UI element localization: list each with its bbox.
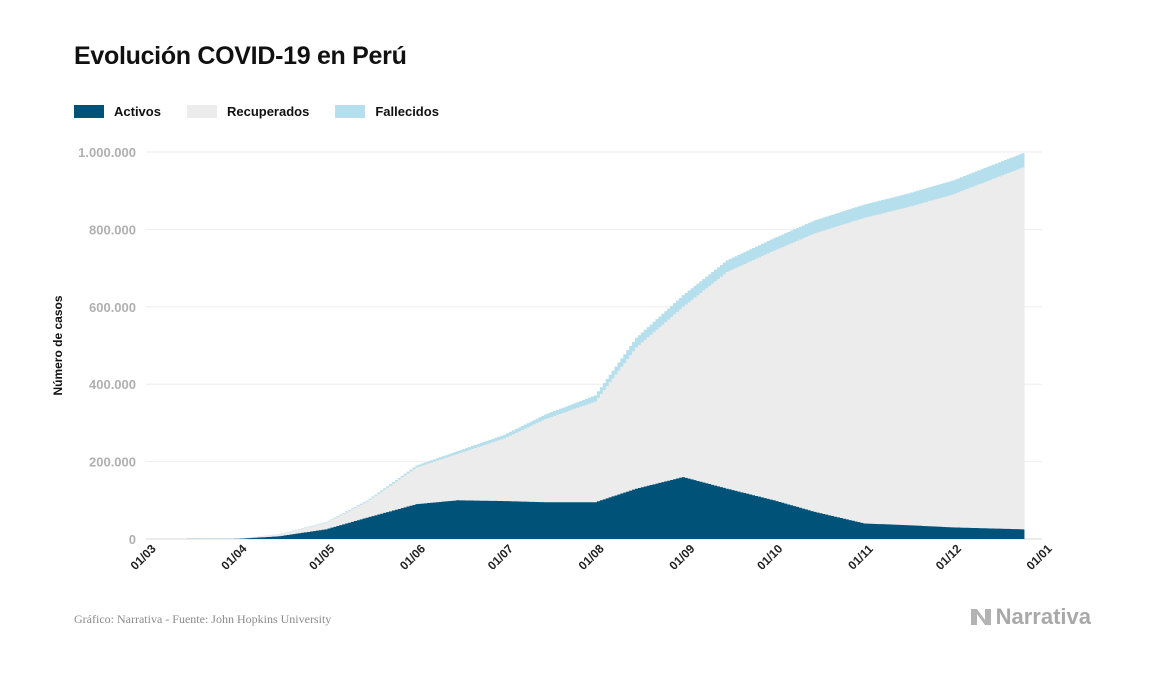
x-tick-label: 01/06 bbox=[397, 541, 428, 572]
y-tick-label: 200.000 bbox=[89, 455, 136, 470]
legend-label-fallecidos: Fallecidos bbox=[375, 104, 439, 119]
area-activos bbox=[160, 477, 1025, 539]
legend-item-recuperados: Recuperados bbox=[186, 104, 310, 119]
x-tick-label: 01/08 bbox=[576, 541, 607, 572]
brand-logo: Narrativa bbox=[970, 604, 1091, 630]
legend-swatch-recuperados bbox=[186, 105, 217, 118]
narrativa-logo-icon bbox=[970, 609, 991, 625]
y-axis-title: Número de casos bbox=[51, 295, 65, 395]
x-tick-label: 01/01 bbox=[1024, 541, 1055, 572]
stacked-areas bbox=[160, 153, 1025, 540]
area-recuperados bbox=[160, 167, 1025, 540]
x-tick-label: 01/07 bbox=[485, 541, 516, 572]
legend-item-fallecidos: Fallecidos bbox=[335, 104, 439, 119]
x-tick-label: 01/05 bbox=[306, 541, 337, 572]
x-tick-label: 01/10 bbox=[754, 541, 785, 572]
brand-name: Narrativa bbox=[995, 604, 1091, 629]
x-tick-label: 01/12 bbox=[933, 541, 964, 572]
legend-swatch-activos bbox=[74, 105, 104, 118]
y-tick-label: 800.000 bbox=[89, 222, 136, 237]
y-tick-label: 400.000 bbox=[89, 377, 136, 392]
chart-legend: Activos Recuperados Fallecidos bbox=[74, 104, 465, 119]
y-tick-label: 0 bbox=[129, 532, 136, 547]
x-tick-label: 01/09 bbox=[666, 541, 697, 572]
legend-swatch-fallecidos bbox=[335, 105, 366, 118]
y-tick-label: 1.000.000 bbox=[78, 145, 136, 160]
chart-title: Evolución COVID-19 en Perú bbox=[74, 42, 407, 70]
legend-label-recuperados: Recuperados bbox=[226, 104, 310, 119]
x-tick-label: 01/04 bbox=[218, 541, 249, 572]
x-tick-label: 01/11 bbox=[845, 542, 876, 573]
source-note: Gráfico: Narrativa - Fuente: John Hopkin… bbox=[74, 612, 332, 626]
legend-item-activos: Activos bbox=[74, 104, 161, 119]
y-tick-label: 600.000 bbox=[89, 300, 136, 315]
legend-label-activos: Activos bbox=[114, 104, 161, 119]
